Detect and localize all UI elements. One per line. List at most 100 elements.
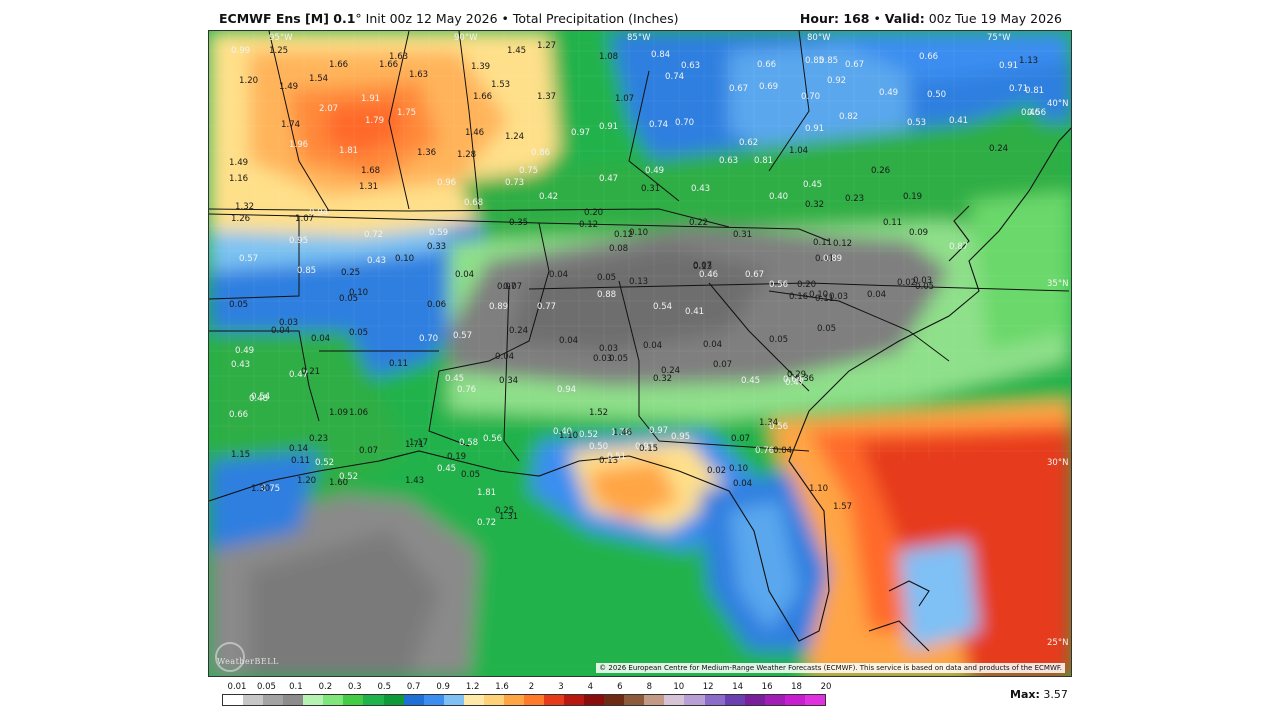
colorbar-tick-label: 0.01	[227, 682, 247, 692]
colorbar-swatch	[403, 695, 424, 705]
precip-value: 0.10	[729, 464, 748, 474]
colorbar-swatch	[724, 695, 745, 705]
precip-value: 0.10	[349, 288, 368, 298]
precip-value: 0.32	[653, 374, 672, 384]
precip-value: 0.13	[693, 262, 712, 272]
precip-value: 0.25	[495, 506, 514, 516]
precip-value: 0.10	[395, 254, 414, 264]
precip-value: 0.05	[597, 273, 616, 283]
precip-value: 0.48	[249, 394, 268, 404]
colorbar-swatch	[804, 695, 825, 705]
precip-value: 0.10	[809, 290, 828, 300]
precip-value: 0.04	[559, 336, 578, 346]
colorbar-tick-label: 0.5	[377, 682, 392, 692]
precip-value: 1.39	[471, 62, 490, 72]
precip-value: 0.11	[883, 218, 902, 228]
precip-value: 1.66	[473, 92, 492, 102]
precip-value: 0.24	[661, 366, 680, 376]
precip-value: 0.11	[815, 254, 834, 264]
precip-value: 1.28	[457, 150, 476, 160]
precip-value: 0.47	[289, 370, 308, 380]
precip-value: 0.04	[271, 326, 290, 336]
precip-value: 0.20	[797, 280, 816, 290]
precip-value: 0.05	[461, 470, 480, 480]
precip-value: 1.66	[379, 60, 398, 70]
precip-value: 0.40	[769, 192, 788, 202]
precip-value: 0.46	[1021, 108, 1040, 118]
precip-value: 1.79	[365, 116, 384, 126]
precip-value: 0.63	[719, 156, 738, 166]
forecast-hour: Hour: 168	[799, 11, 870, 26]
valid-time: Hour: 168 • Valid: 00z Tue 19 May 2026	[800, 11, 1062, 26]
precip-value: 0.95	[671, 432, 690, 442]
precip-value: 0.19	[447, 452, 466, 462]
precip-value: 0.22	[689, 218, 708, 228]
precip-value: 0.07	[359, 446, 378, 456]
precip-value: 1.71	[405, 440, 424, 450]
precip-value: 1.09	[329, 408, 348, 418]
precip-value: 1.30	[251, 484, 270, 494]
precip-field	[209, 31, 1071, 676]
valid-date: 00z Tue 19 May 2026	[924, 11, 1062, 26]
precip-values: 0.99 1.251.661.631.661.45 1.271.08 0.840.63…	[229, 41, 1046, 528]
colorbar-swatch	[383, 695, 404, 705]
colorbar-swatch	[644, 695, 665, 705]
precip-value: 0.11	[813, 238, 832, 248]
precip-value: 1.37	[537, 92, 556, 102]
colorbar-swatch	[624, 695, 645, 705]
colorbar-swatch	[283, 695, 304, 705]
colorbar-tick-label: 0.9	[436, 682, 450, 692]
precip-value: 0.14	[289, 444, 308, 454]
precip-value: 0.47	[785, 378, 804, 388]
map-title: ECMWF Ens [M] 0.1° Init 00z 12 May 2026 …	[219, 11, 679, 26]
precip-value: 0.03	[279, 318, 298, 328]
precip-value: 0.66	[229, 410, 248, 420]
colorbar-swatch	[223, 695, 244, 705]
precip-value: 0.92	[827, 76, 846, 86]
precip-value: 0.91	[805, 124, 824, 134]
precip-value: 0.42	[539, 192, 558, 202]
precip-value: 0.05	[349, 328, 368, 338]
precip-value: 0.74	[665, 72, 684, 82]
precip-value: 0.73	[505, 178, 524, 188]
precip-value: 0.84	[651, 50, 670, 60]
precip-value: 0.43	[691, 184, 710, 194]
precip-value: 0.05	[915, 282, 934, 292]
longitude-label: 85°W	[627, 33, 651, 43]
precip-value: 1.96	[289, 140, 308, 150]
precip-value: 0.43	[231, 360, 250, 370]
precip-value: 0.72	[477, 518, 496, 528]
precip-value: 0.52	[339, 472, 358, 482]
precip-value: 0.74	[649, 120, 668, 130]
precip-value: 0.70	[419, 334, 438, 344]
precip-value: 0.46	[699, 270, 718, 280]
precip-value: 0.05	[339, 294, 358, 304]
copyright-notice: © 2026 European Centre for Medium-Range …	[596, 663, 1065, 673]
precip-value: 0.07	[713, 360, 732, 370]
valid-label: Valid:	[884, 11, 925, 26]
precip-value: 1.31	[499, 512, 518, 522]
precip-value: 0.03	[593, 354, 612, 364]
precip-value: 1.07	[295, 214, 314, 224]
county-texture	[209, 31, 1071, 461]
precip-value: 1.08	[599, 52, 618, 62]
precip-value: 1.43	[405, 476, 424, 486]
precip-value: 0.07	[497, 282, 516, 292]
precip-value: 0.04	[643, 341, 662, 351]
precip-value: 0.63	[681, 61, 700, 71]
precipitation-map[interactable]: 95°W 90°W 85°W 80°W 75°W 40°N 35°N 30°N 25°N 0.9…	[208, 30, 1072, 677]
precip-value: 0.31	[733, 230, 752, 240]
precip-value: 0.67	[845, 60, 864, 70]
precip-value: 0.88	[597, 290, 616, 300]
colorbar-tick-label: 8	[646, 682, 653, 692]
precip-value: 1.20	[297, 476, 316, 486]
colorbar-tick-label: 1.6	[495, 682, 509, 692]
precip-value: 0.41	[949, 116, 968, 126]
precip-value: 0.07	[731, 434, 750, 444]
colorbar-swatch	[523, 695, 544, 705]
precip-value: 1.63	[409, 70, 428, 80]
precip-value: 0.82	[839, 112, 858, 122]
precip-value: 0.47	[599, 174, 618, 184]
colorbar-swatch	[744, 695, 765, 705]
max-value: 3.57	[1039, 688, 1068, 701]
